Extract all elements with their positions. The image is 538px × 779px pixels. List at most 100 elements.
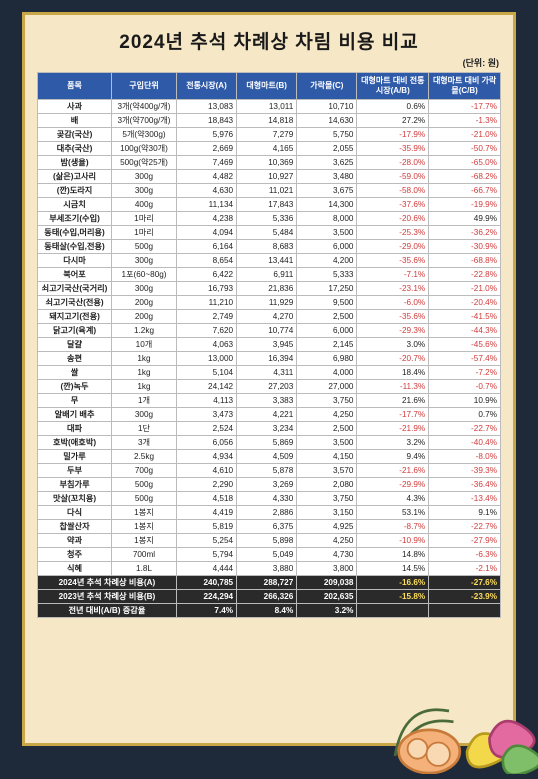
cell-price-a: 2,669 [176,142,236,156]
cell-unit: 1kg [112,352,177,366]
table-row: 시금치400g11,13417,84314,300-37.6%-19.9% [38,198,501,212]
price-table: 품목 구입단위 전통시장(A) 대형마트(B) 가락몰(C) 대형마트 대비 전… [37,72,501,618]
cell-price-c: 3,750 [297,394,357,408]
cell-price-c: 3,750 [297,492,357,506]
cell-price-a: 16,793 [176,282,236,296]
cell-item-name: 알배기 배추 [38,408,112,422]
cell-price-c: 8,000 [297,212,357,226]
cell-unit: 300g [112,282,177,296]
col-header-item: 품목 [38,73,112,100]
cell-price-a: 11,210 [176,296,236,310]
table-row: 두부700g4,6105,8783,570-21.6%-39.3% [38,464,501,478]
cell-item-name: 달걀 [38,338,112,352]
cell-ratio-ab: -58.0% [357,184,429,198]
cell-ratio-ab: 27.2% [357,114,429,128]
cell-unit: 500g [112,240,177,254]
cell-unit: 3개 [112,436,177,450]
cell-price-b: 5,484 [237,226,297,240]
footer-value-b: 266,326 [237,590,297,604]
cell-item-name: 대추(국산) [38,142,112,156]
cell-price-a: 3,473 [176,408,236,422]
cell-ratio-ab: 21.6% [357,394,429,408]
cell-unit: 300g [112,184,177,198]
col-header-unit: 구입단위 [112,73,177,100]
cell-item-name: 맛살(꼬치용) [38,492,112,506]
cell-unit: 1봉지 [112,534,177,548]
cell-price-a: 4,113 [176,394,236,408]
cell-ratio-cb: -22.7% [429,422,501,436]
table-row: 동태(수입,머리용)1마리4,0945,4843,500-25.3%-36.2% [38,226,501,240]
cell-ratio-ab: -10.9% [357,534,429,548]
cell-price-b: 13,011 [237,100,297,114]
cell-price-c: 3,480 [297,170,357,184]
cell-price-b: 10,774 [237,324,297,338]
cell-price-c: 4,925 [297,520,357,534]
cell-item-name: 부침가루 [38,478,112,492]
footer-value-c: 3.2% [297,604,357,618]
cell-unit: 100g(약30개) [112,142,177,156]
cell-item-name: 다시마 [38,254,112,268]
cell-unit: 3개(약400g/개) [112,100,177,114]
cell-price-a: 4,934 [176,450,236,464]
cell-price-c: 4,200 [297,254,357,268]
table-row: 다식1봉지4,4192,8863,15053.1%9.1% [38,506,501,520]
cell-unit: 300g [112,254,177,268]
unit-label: (단위: 원) [37,56,499,69]
cell-unit: 1봉지 [112,506,177,520]
cell-price-b: 4,330 [237,492,297,506]
cell-ratio-ab: -25.3% [357,226,429,240]
table-row: 부세조기(수입)1마리4,2385,3368,000-20.6%49.9% [38,212,501,226]
cell-item-name: 북어포 [38,268,112,282]
cell-item-name: 사과 [38,100,112,114]
cell-ratio-cb: -6.3% [429,548,501,562]
cell-ratio-cb: 10.9% [429,394,501,408]
cell-ratio-cb: -50.7% [429,142,501,156]
cell-unit: 200g [112,296,177,310]
footer-label: 2023년 추석 차례상 비용(B) [38,590,177,604]
table-body: 사과3개(약400g/개)13,08313,01110,7100.6%-17.7… [38,100,501,576]
cell-unit: 1.8L [112,562,177,576]
cell-ratio-cb: -19.9% [429,198,501,212]
cell-unit: 700g [112,464,177,478]
cell-price-a: 4,238 [176,212,236,226]
cell-ratio-cb: -39.3% [429,464,501,478]
cell-price-a: 4,063 [176,338,236,352]
table-row: 무1개4,1133,3833,75021.6%10.9% [38,394,501,408]
cell-item-name: (삶은)고사리 [38,170,112,184]
cell-ratio-cb: -41.5% [429,310,501,324]
cell-unit: 200g [112,310,177,324]
cell-ratio-cb: -7.2% [429,366,501,380]
cell-price-c: 3,500 [297,436,357,450]
cell-unit: 400g [112,198,177,212]
cell-price-a: 8,654 [176,254,236,268]
cell-price-c: 4,150 [297,450,357,464]
cell-ratio-cb: -40.4% [429,436,501,450]
cell-ratio-ab: -8.7% [357,520,429,534]
cell-ratio-ab: -29.3% [357,324,429,338]
table-row: 달걀10개4,0633,9452,1453.0%-45.6% [38,338,501,352]
table-row: 배3개(약700g/개)18,84314,81814,63027.2%-1.3% [38,114,501,128]
cell-price-c: 6,000 [297,240,357,254]
cell-ratio-cb: -36.2% [429,226,501,240]
cell-ratio-ab: 3.2% [357,436,429,450]
cell-item-name: (깐)도라지 [38,184,112,198]
footer-label: 2024년 추석 차례상 비용(A) [38,576,177,590]
cell-price-c: 14,630 [297,114,357,128]
table-row: 밀가루2.5kg4,9344,5094,1509.4%-8.0% [38,450,501,464]
footer-label: 전년 대비(A/B) 증감율 [38,604,177,618]
cell-ratio-ab: -17.7% [357,408,429,422]
table-footer: 2024년 추석 차례상 비용(A)240,785288,727209,038-… [38,576,501,618]
cell-ratio-ab: -35.6% [357,310,429,324]
cell-ratio-cb: -20.4% [429,296,501,310]
cell-ratio-cb: -36.4% [429,478,501,492]
cell-ratio-cb: -65.0% [429,156,501,170]
cell-price-b: 5,869 [237,436,297,450]
cell-ratio-cb: -44.3% [429,324,501,338]
cell-item-name: 다식 [38,506,112,520]
cell-ratio-ab: -17.9% [357,128,429,142]
cell-price-b: 13,441 [237,254,297,268]
cell-price-b: 6,375 [237,520,297,534]
cell-unit: 1마리 [112,212,177,226]
cell-price-b: 4,270 [237,310,297,324]
cell-price-c: 4,250 [297,408,357,422]
